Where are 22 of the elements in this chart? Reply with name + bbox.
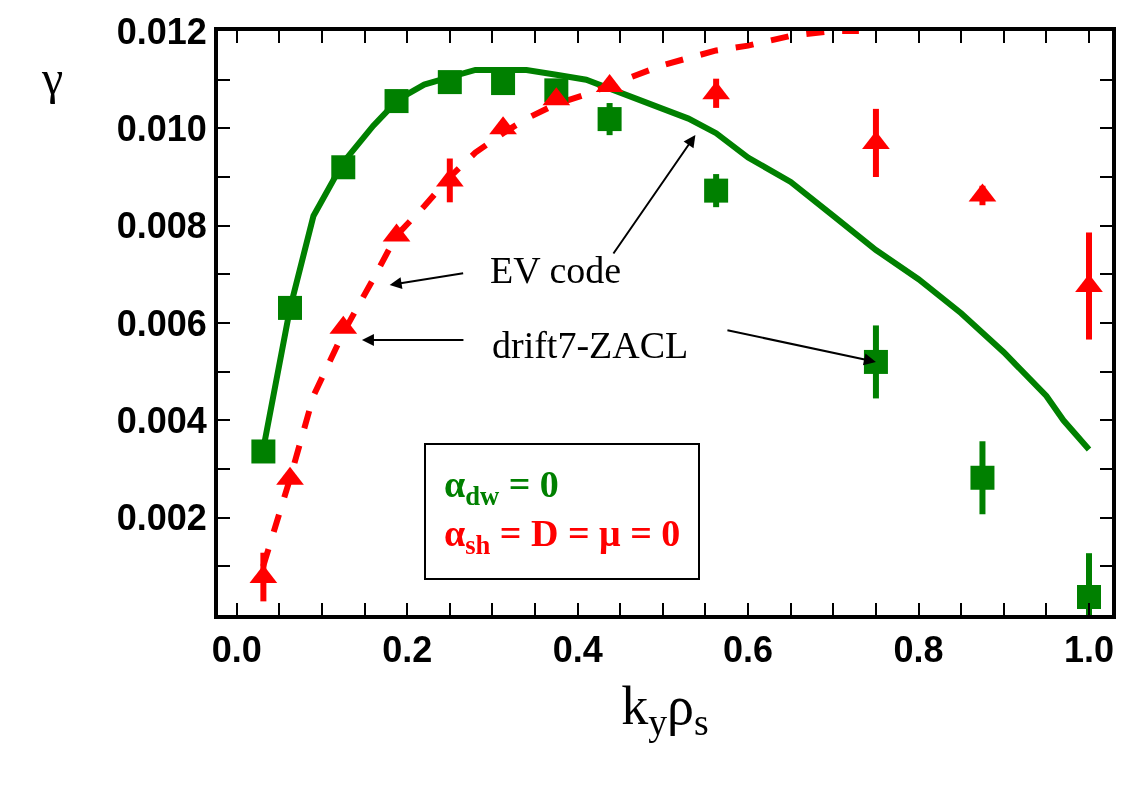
x-axis-title: k$_{y}$ρ$_{s}$	[621, 676, 709, 744]
point	[278, 295, 303, 320]
annotation: drift7-ZACL	[492, 324, 689, 366]
x-tick-label: 1.0	[1063, 629, 1115, 671]
y-tick-label: 0.004	[116, 399, 207, 441]
y-tick-label: 0.002	[116, 497, 207, 539]
x-tick-label: 0.4	[552, 629, 603, 671]
point	[1076, 584, 1101, 609]
x-tick-label: 0.2	[382, 629, 433, 671]
x-tick-label: 0.6	[723, 629, 774, 671]
text: α$_{dw}$ = 0	[444, 463, 559, 511]
y-tick-label: 0.012	[116, 10, 207, 52]
annotation: EV code	[490, 249, 622, 291]
y-axis-title: γ	[41, 51, 64, 104]
y-tick-label: 0.010	[116, 107, 207, 149]
point	[251, 439, 276, 464]
point	[970, 465, 995, 490]
text: α$_{sh}$ = D = μ = 0	[444, 512, 681, 561]
x-tick-label: 0.8	[893, 629, 944, 671]
x-tick-label: 0.0	[211, 629, 262, 671]
y-tick-label: 0.008	[116, 205, 207, 247]
y-tick-label: 0.006	[116, 302, 207, 344]
